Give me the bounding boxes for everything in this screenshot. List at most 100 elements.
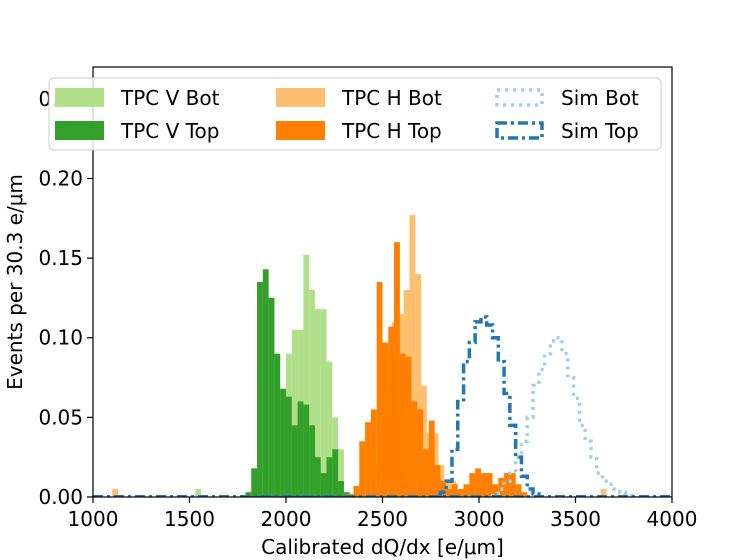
tpc-h-bot-bar	[415, 274, 422, 497]
tpc-v-top-bar	[320, 473, 327, 497]
tpc-h-top-series	[347, 242, 528, 497]
axis-ticks: 1000 1500 2000 2500 3000 3500 4000 0.00 0.05 0.10…	[38, 87, 697, 531]
legend-item-sim-top: Sim Top	[495, 119, 639, 143]
tpc-v-top-bar	[268, 297, 275, 497]
y-tick-label: 0.05	[38, 405, 83, 429]
tpc-v-bot-bar	[338, 449, 344, 497]
tpc-v-top-bar	[338, 481, 344, 497]
legend-swatch	[276, 88, 325, 107]
tpc-h-top-bar	[446, 489, 453, 497]
tpc-h-top-bar	[382, 342, 389, 497]
tpc-v-top-bar	[262, 269, 269, 497]
tpc-v-top-bar	[314, 457, 321, 497]
legend-label: Sim Top	[561, 119, 639, 143]
legend-box	[48, 77, 662, 151]
tpc-h-top-bar	[359, 441, 366, 497]
tpc-h-top-bar	[504, 473, 510, 497]
legend: TPC V Bot TPC V Top TPC H Bot TPC H Top Sim …	[48, 77, 662, 151]
legend-label: TPC H Top	[341, 119, 442, 143]
x-axis-label: Calibrated dQ/dx [e/μm]	[261, 535, 504, 559]
x-tick-label: 4000	[647, 507, 698, 531]
tpc-v-top-bar	[251, 468, 258, 497]
legend-swatch	[55, 121, 104, 140]
tpc-v-top-bar	[326, 457, 333, 497]
tpc-h-top-bar	[370, 409, 377, 497]
tpc-h-top-bar	[428, 420, 435, 497]
tpc-h-top-bar	[388, 326, 395, 497]
tpc-v-top-bar	[303, 404, 310, 497]
tpc-h-top-bar	[463, 484, 470, 497]
y-tick-label: 0.00	[38, 485, 83, 509]
y-tick-label: 0.15	[38, 246, 83, 270]
tpc-h-top-bar	[457, 489, 464, 497]
tpc-v-bot-bar	[309, 289, 315, 497]
y-axis-label: Events per 30.3 e/μm	[3, 174, 27, 390]
tpc-h-top-bar	[515, 484, 522, 497]
x-tick-label: 2000	[261, 507, 312, 531]
tpc-h-top-bar	[394, 242, 400, 497]
legend-item-tpc-v-top: TPC V Top	[55, 119, 219, 143]
x-tick-label: 3500	[550, 507, 601, 531]
legend-label: TPC H Bot	[341, 86, 442, 110]
sim-top-line	[438, 315, 541, 497]
sim-bot-line	[490, 335, 640, 498]
x-tick-label: 1000	[68, 507, 119, 531]
tpc-h-top-bar	[469, 473, 476, 497]
tpc-v-bot-bar	[326, 361, 333, 497]
legend-swatch	[495, 88, 544, 107]
tpc-v-bot-bar	[195, 489, 202, 497]
tpc-h-top-bar	[376, 282, 383, 497]
y-tick-label: 0.10	[38, 326, 83, 350]
y-tick-label: 0.20	[38, 166, 83, 190]
legend-swatch	[495, 121, 544, 140]
tpc-v-top-bar	[291, 425, 298, 497]
tpc-v-top-bar	[280, 388, 287, 497]
tpc-h-bot-bar	[409, 215, 416, 497]
legend-swatch	[55, 88, 104, 107]
tpc-v-top-bar	[245, 492, 252, 497]
tpc-h-top-bar	[509, 473, 516, 497]
tpc-v-top-bar	[274, 353, 281, 497]
tpc-v-top-bar	[332, 449, 339, 497]
x-tick-label: 2500	[357, 507, 408, 531]
legend-label: Sim Bot	[561, 86, 639, 110]
legend-item-tpc-h-bot: TPC H Bot	[276, 86, 442, 110]
x-tick-label: 1500	[164, 507, 215, 531]
tpc-v-top-series	[245, 269, 350, 497]
tpc-h-top-bar	[475, 468, 481, 497]
x-tick-label: 3000	[454, 507, 505, 531]
tpc-h-top-bar	[440, 481, 447, 497]
legend-label: TPC V Top	[120, 119, 219, 143]
legend-swatch	[276, 121, 325, 140]
tpc-h-top-bar	[353, 485, 360, 497]
tpc-h-bot-bar	[600, 489, 607, 497]
tpc-v-top-bar	[257, 282, 263, 497]
tpc-h-bot-bar	[421, 385, 427, 497]
tpc-h-top-bar	[417, 409, 424, 497]
legend-label: TPC V Bot	[120, 86, 220, 110]
tpc-v-top-bar	[343, 492, 350, 497]
tpc-h-top-bar	[405, 356, 412, 497]
legend-item-sim-bot: Sim Bot	[495, 86, 639, 110]
legend-item-tpc-h-top: TPC H Top	[276, 119, 442, 143]
tpc-v-bot-bar	[314, 309, 321, 497]
tpc-v-top-bar	[285, 396, 292, 497]
tpc-h-top-bar	[399, 353, 406, 497]
tpc-h-bot-bar	[432, 433, 439, 497]
tpc-v-bot-bar	[320, 309, 327, 497]
tpc-h-top-bar	[423, 449, 429, 497]
bars-layer	[112, 215, 607, 497]
tpc-v-top-bar	[297, 401, 304, 497]
tpc-h-top-bar	[451, 484, 458, 497]
legend-item-tpc-v-bot: TPC V Bot	[55, 86, 220, 110]
tpc-h-top-bar	[411, 401, 418, 497]
outline-series-layer	[93, 315, 672, 498]
tpc-v-bot-bar	[303, 254, 310, 497]
tpc-h-top-bar	[486, 473, 493, 497]
tpc-h-top-bar	[521, 492, 528, 497]
tpc-h-bot-bar	[112, 489, 119, 497]
tpc-h-top-bar	[492, 484, 499, 497]
tpc-v-top-bar	[309, 425, 315, 497]
tpc-h-top-bar	[480, 473, 487, 497]
